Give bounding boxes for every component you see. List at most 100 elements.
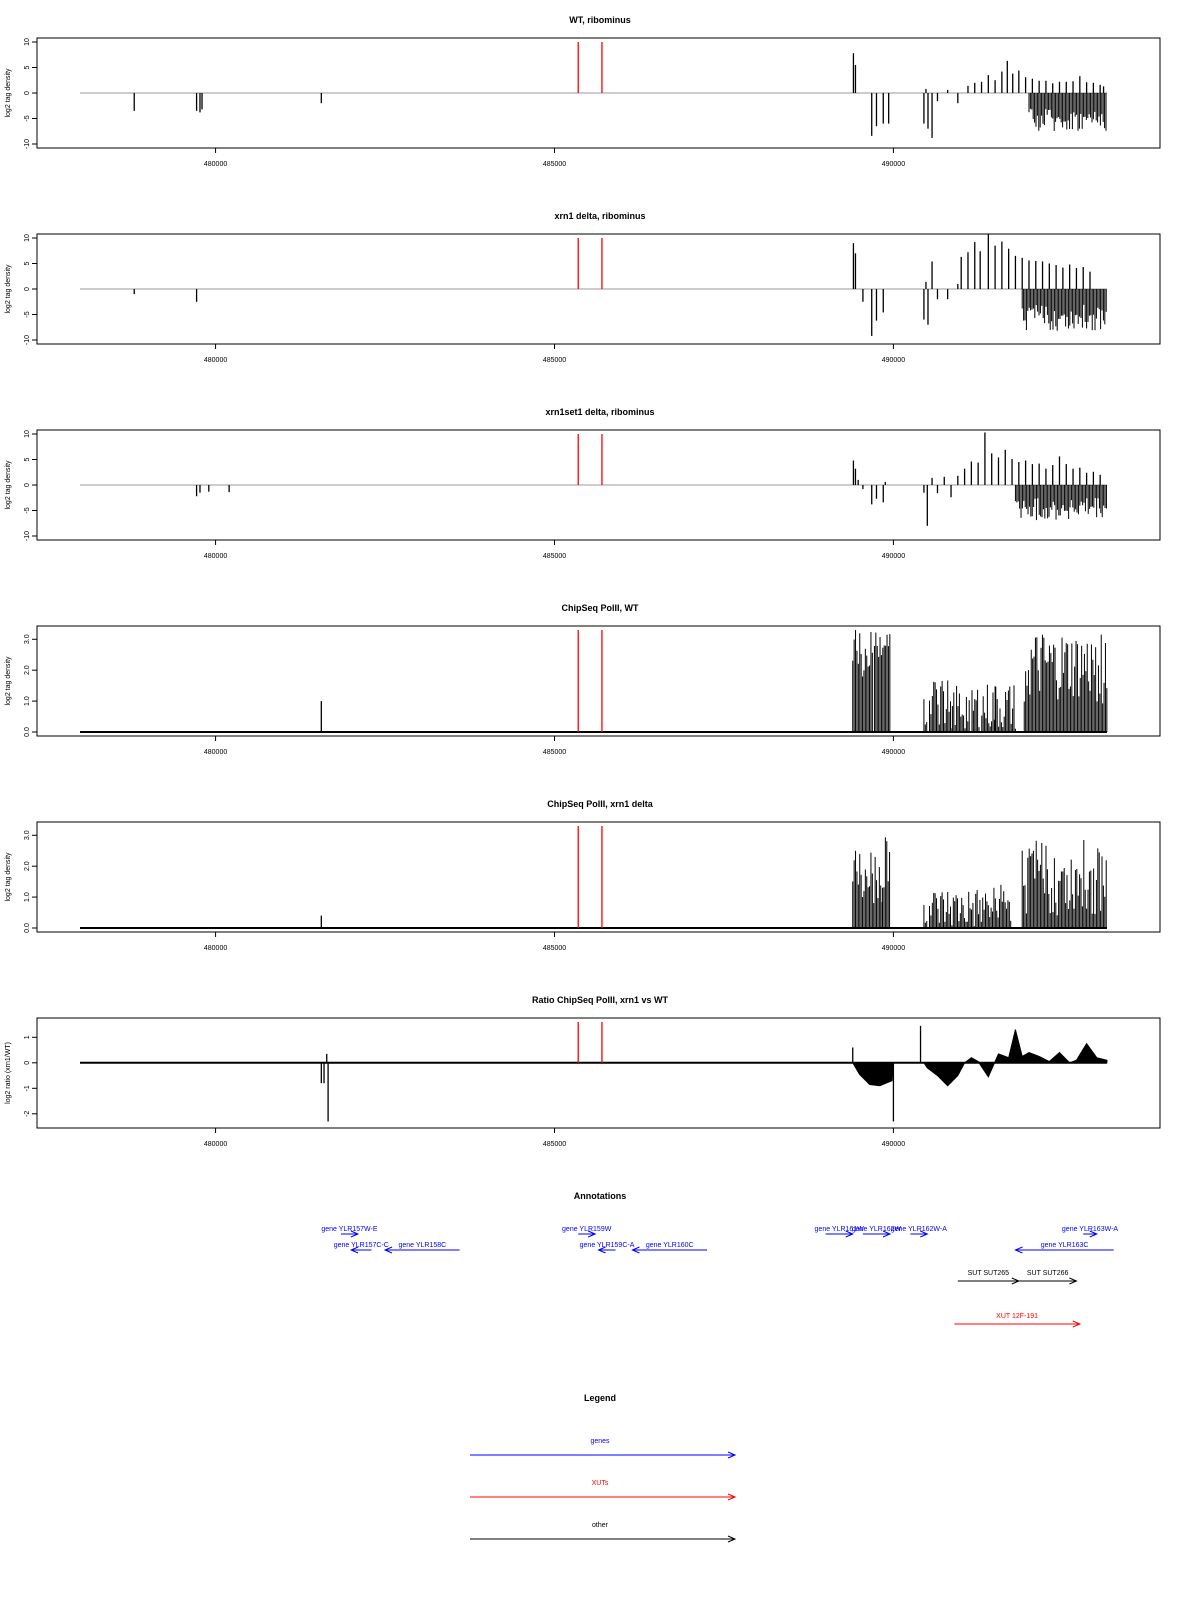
y-tick-label: 0.0 [24,923,31,933]
panel-2: xrn1set1 delta, ribominus log2 tag densit… [5,407,1161,560]
y-tick-label: 5 [24,65,31,69]
y-tick-label: 10 [24,234,31,242]
x-tick-label: 480000 [204,749,227,756]
annotation-gene: gene YLR157C-C [334,1242,389,1254]
y-axis-label: log2 tag density [5,852,12,902]
annotation-label: SUT SUT265 [968,1270,1010,1277]
annotation-arrow-head [350,1230,360,1238]
x-tick-label: 490000 [882,553,905,560]
annotation-other: SUT SUT266 [1018,1270,1078,1285]
annotation-xut: XUT 12F-191 [954,1313,1082,1328]
y-axis-label: log2 tag density [5,264,12,314]
annotation-gene: gene YLR163W-A [1062,1226,1118,1238]
annotation-arrow-head [882,1230,892,1238]
annotation-arrow-head [587,1230,597,1238]
annotation-arrow-head [631,1246,640,1254]
y-tick-label: 3.0 [24,830,31,840]
annotation-arrow-head [920,1230,929,1238]
annotation-arrow-head [1089,1230,1099,1238]
legend-arrow-head [727,1535,737,1543]
y-axis-label: log2 tag density [5,460,12,510]
y-tick-label: 1.0 [24,696,31,706]
plot-frame [36,821,1161,933]
annotations-panel: Annotations gene YLR157W-E gene YLR157C-C g… [321,1191,1118,1328]
legend-label: genes [590,1438,610,1445]
plot-frame [36,1017,1161,1129]
panel-title: ChipSeq PolII, WT [562,603,639,613]
y-tick-label: 0 [24,1061,31,1065]
panel-title: WT, ribominus [569,15,631,25]
panel-title: Ratio ChipSeq PolII, xrn1 vs WT [532,995,669,1005]
y-tick-label: 10 [24,38,31,46]
annotation-gene: gene YLR159W [562,1226,612,1238]
legend-arrow-head [727,1493,737,1501]
panel-4: ChipSeq PolII, xrn1 delta log2 tag densit… [5,799,1161,952]
x-tick-label: 490000 [882,161,905,168]
x-tick-label: 480000 [204,553,227,560]
y-tick-label: 5 [24,261,31,265]
y-tick-label: 5 [24,457,31,461]
annotation-label: XUT 12F-191 [996,1313,1038,1320]
x-tick-label: 480000 [204,1141,227,1148]
annotation-gene: gene YLR162W [852,1226,902,1238]
annotation-label: gene YLR162W [852,1226,902,1233]
x-tick-label: 490000 [882,357,905,364]
panel-title: xrn1set1 delta, ribominus [545,407,654,417]
annotation-label: gene YLR159C-A [580,1242,635,1249]
annotation-gene: gene YLR157W-E [321,1226,378,1238]
annotation-label: gene YLR160C [646,1242,694,1249]
x-tick-label: 490000 [882,945,905,952]
annotation-label: SUT SUT266 [1027,1270,1069,1277]
y-tick-label: -10 [24,335,31,345]
x-tick-label: 480000 [204,161,227,168]
y-tick-label: 0 [24,483,31,487]
legend-label: other [592,1522,609,1529]
annotation-gene: gene YLR163C [1014,1242,1114,1254]
y-axis-label: log2 tag density [5,656,12,706]
x-tick-label: 490000 [882,1141,905,1148]
ratio-area [851,1029,1108,1087]
y-tick-label: 0 [24,91,31,95]
panel-title: xrn1 delta, ribominus [554,211,645,221]
y-tick-label: -10 [24,531,31,541]
legend-entry-other: other [470,1522,737,1543]
y-axis-label: log2 tag density [5,68,12,118]
y-tick-label: -2 [24,1111,31,1117]
panel-3: ChipSeq PolII, WT log2 tag density 3.0 2.0 1… [5,603,1161,756]
annotation-arrow-head [349,1246,359,1254]
legend-arrow-head [727,1451,737,1459]
annotation-arrow-head [597,1246,606,1254]
y-tick-label: 3.0 [24,634,31,644]
y-tick-label: 2.0 [24,665,31,675]
plot-frame [36,625,1161,737]
x-tick-label: 480000 [204,357,227,364]
annotation-label: gene YLR163C [1041,1242,1089,1249]
panel-5: Ratio ChipSeq PolII, xrn1 vs WT log2 rati… [5,995,1161,1148]
y-tick-label: 0 [24,287,31,291]
x-tick-label: 480000 [204,945,227,952]
panel-title: ChipSeq PolII, xrn1 delta [547,799,654,809]
annotation-arrow-head [1014,1246,1023,1254]
annotation-other: SUT SUT265 [957,1270,1021,1285]
panel-0: WT, ribominus log2 tag density 10 5 0 -5 -10 48… [5,15,1161,168]
x-tick-label: 490000 [882,749,905,756]
annotation-label: gene YLR162W-A [891,1226,947,1233]
x-tick-label: 485000 [543,553,566,560]
annotation-gene: gene YLR161W [815,1226,864,1238]
annotation-label: gene YLR157W-E [321,1226,377,1233]
y-tick-label: 0.0 [24,727,31,737]
x-tick-label: 485000 [543,749,566,756]
y-tick-label: -10 [24,139,31,149]
x-tick-label: 485000 [543,357,566,364]
y-tick-label: -5 [24,115,31,121]
x-tick-label: 485000 [543,1141,566,1148]
y-tick-label: -5 [24,311,31,317]
annotations-title: Annotations [574,1191,627,1201]
annotation-gene: gene YLR162W-A [891,1226,947,1238]
annotation-label: gene YLR159W [562,1226,612,1233]
annotation-gene: gene YLR158C [383,1242,460,1254]
annotation-arrow-head [1072,1320,1082,1328]
annotation-label: gene YLR158C [398,1242,446,1249]
panel-1: xrn1 delta, ribominus log2 tag density 10 5… [5,211,1161,364]
